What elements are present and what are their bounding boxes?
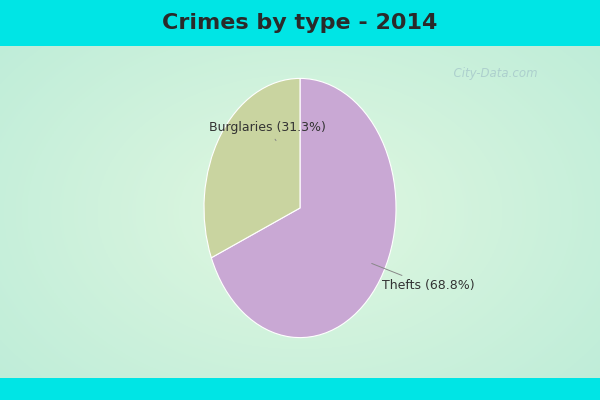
Wedge shape (211, 78, 396, 338)
Text: Thefts (68.8%): Thefts (68.8%) (372, 264, 474, 292)
Text: Burglaries (31.3%): Burglaries (31.3%) (209, 121, 326, 141)
Wedge shape (204, 78, 300, 258)
Text: City-Data.com: City-Data.com (446, 68, 538, 80)
Text: Crimes by type - 2014: Crimes by type - 2014 (163, 13, 437, 33)
